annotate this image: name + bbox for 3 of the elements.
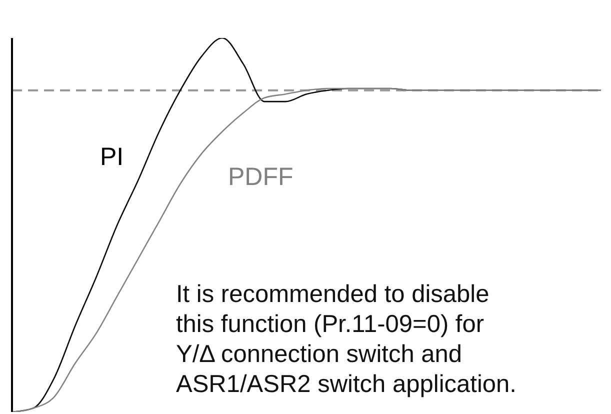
annotation: It is recommended to disable this function (Pr.11-09=0) for Y/Δ connection switch and ASR1/ASR2 switch application. — [176, 281, 516, 398]
series-label: PI — [100, 143, 124, 171]
series-label: PDFF — [228, 163, 294, 191]
